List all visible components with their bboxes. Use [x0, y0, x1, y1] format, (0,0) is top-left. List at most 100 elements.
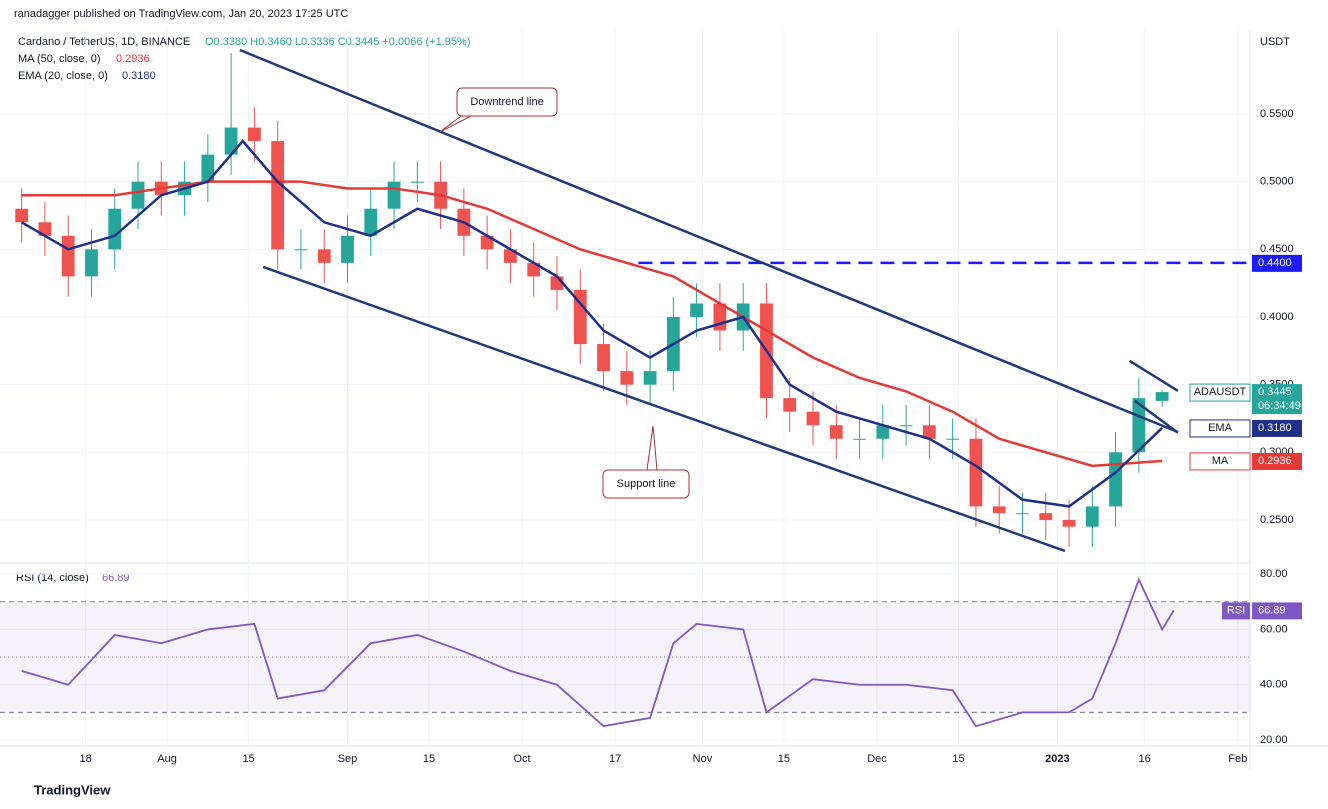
rsi-title: RSI (14, close)	[16, 572, 89, 584]
callout-pointer	[439, 115, 472, 133]
x-tick-label: Feb	[1228, 753, 1247, 765]
x-tick-label: 17	[609, 753, 621, 765]
price-tag	[1252, 452, 1302, 470]
x-tick-label: 18	[80, 753, 92, 765]
callout	[456, 87, 558, 117]
candle-body	[876, 425, 890, 439]
price-tag	[1252, 419, 1302, 437]
candle-body	[969, 438, 983, 507]
chart-title: Cardano / TetherUS, 1D, BINANCE	[18, 36, 190, 48]
callout-pointer	[646, 425, 658, 471]
price-tag-time: 06:34:49	[1258, 400, 1301, 412]
candle-body	[597, 344, 610, 372]
candle-body	[806, 411, 820, 426]
candle-body	[643, 371, 657, 385]
candle-body	[946, 438, 960, 440]
tag-name-box	[1189, 452, 1251, 471]
candle-body	[1062, 519, 1076, 527]
candle-body	[829, 425, 843, 439]
tag-name-box	[1189, 419, 1251, 438]
price-tag-label: 0.4400	[1258, 257, 1292, 269]
candle-body	[15, 208, 29, 223]
x-tick-label: 16	[1139, 753, 1151, 765]
ema-legend: EMA (20, close, 0)	[18, 70, 108, 82]
candle-body	[247, 127, 261, 142]
trend-line	[1128, 359, 1179, 392]
candle-body	[1039, 513, 1053, 520]
candle-body	[1155, 392, 1169, 401]
candle-body	[108, 208, 122, 250]
callout	[602, 469, 690, 499]
candle-body	[713, 303, 727, 331]
callout-label: Support line	[617, 478, 676, 490]
candle-body	[410, 181, 424, 183]
candle-body	[61, 235, 75, 277]
candle-body	[1132, 398, 1146, 453]
ohlc: O0.3380 H0.3460 L0.3336 C0.3445 +0.0066 …	[205, 36, 470, 48]
candle-body	[573, 289, 587, 345]
x-tick-label: 15	[242, 753, 254, 765]
price-tag-label: 66.89	[1258, 604, 1286, 616]
candle-body	[992, 506, 1006, 514]
y-tick-label: 0.2500	[1260, 514, 1294, 526]
header: ranadagger published on TradingView.com,…	[14, 8, 348, 20]
trend-line	[262, 265, 1066, 553]
brand: TradingView	[34, 782, 111, 797]
y-tick-label: 0.5000	[1260, 176, 1294, 188]
tag-name-box	[1189, 383, 1251, 402]
candle-body	[527, 262, 541, 277]
trend-line	[1134, 399, 1179, 434]
candle-body	[387, 181, 401, 209]
callout-label: Downtrend line	[470, 96, 543, 108]
candle-body	[1016, 513, 1029, 515]
tag-name: MA	[1212, 455, 1229, 467]
y-tick-label: 0.5500	[1260, 108, 1294, 120]
trend-line	[239, 48, 1179, 434]
tag-name-box	[1222, 602, 1250, 620]
tag-name: ADAUSDT	[1194, 386, 1247, 398]
indicator-line	[21, 139, 1164, 508]
y-tick-label: 20.00	[1260, 734, 1288, 746]
candle-body	[690, 303, 704, 317]
candle-body	[201, 154, 215, 182]
x-tick-label: Oct	[513, 753, 530, 765]
tag-name: RSI	[1227, 604, 1245, 616]
price-tag-label: 0.2936	[1258, 455, 1292, 467]
price-tag	[1252, 254, 1302, 272]
y-tick-label: 0.4000	[1260, 311, 1294, 323]
x-tick-label: 15	[423, 753, 435, 765]
candle-body	[224, 127, 238, 155]
y-tick-label: 0.4500	[1260, 243, 1294, 255]
candle-body	[783, 398, 797, 412]
x-tick-label: Aug	[157, 753, 177, 765]
candle-body	[922, 425, 936, 439]
x-tick-label: Dec	[867, 753, 887, 765]
price-tag	[1252, 602, 1302, 620]
y-tick-label: 60.00	[1260, 623, 1288, 635]
x-tick-label: 15	[952, 753, 964, 765]
candle-body	[364, 208, 378, 236]
ma-legend: MA (50, close, 0)	[18, 53, 101, 65]
candle-body	[341, 235, 354, 263]
y-tick-label: 40.00	[1260, 679, 1288, 691]
x-tick-label: 15	[778, 753, 790, 765]
candle-body	[480, 235, 494, 250]
price-tag-label: 0.3445	[1258, 386, 1292, 398]
x-tick-label: 2023	[1045, 753, 1069, 765]
x-tick-label: Sep	[338, 753, 358, 765]
candle-body	[620, 371, 634, 385]
candle-body	[271, 141, 285, 250]
candle-body	[294, 249, 308, 251]
tag-name: EMA	[1208, 422, 1233, 434]
candle-body	[504, 249, 517, 263]
candle-body	[85, 249, 98, 277]
candle-body	[131, 181, 145, 209]
candle-body	[853, 438, 866, 440]
rsi-line	[21, 577, 1175, 728]
ema-value: 0.3180	[122, 70, 156, 82]
unit: USDT	[1260, 36, 1290, 48]
candle-body	[317, 249, 331, 263]
candle-body	[38, 222, 52, 236]
price-tag	[1252, 384, 1302, 415]
